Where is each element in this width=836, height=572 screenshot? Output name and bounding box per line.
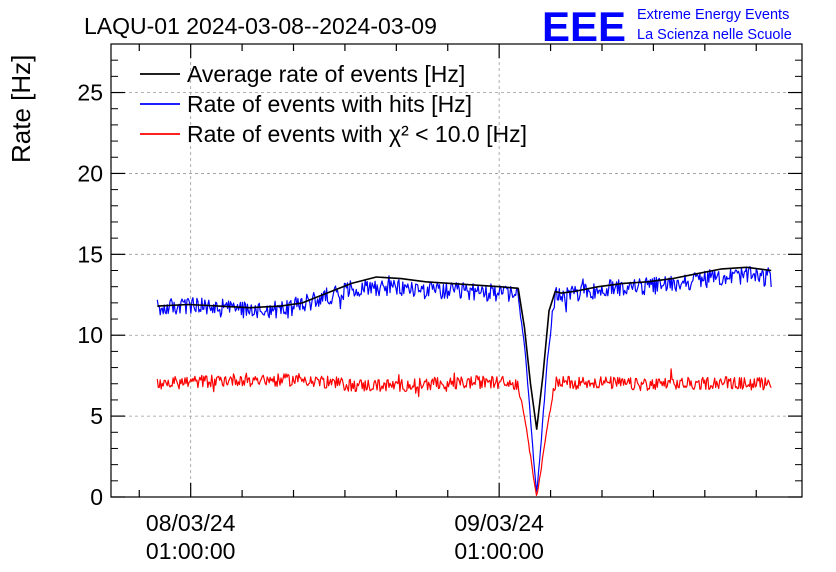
legend-label-chi2: Rate of events with χ² < 10.0 [Hz] [187,121,527,147]
legend-label-hits: Rate of events with hits [Hz] [187,91,472,117]
x-tick-date-1: 09/03/24 [454,510,544,536]
logo-line-2: La Scienza nelle Scuole [637,27,792,43]
series-line-chi2 [156,368,772,496]
y-tick-label-5: 25 [77,80,103,106]
x-tick-time-1: 01:00:00 [454,538,544,564]
grid-lines [111,44,802,497]
x-tick-date-0: 08/03/24 [146,510,236,536]
legend: Average rate of events [Hz] Rate of event… [140,61,527,147]
y-axis-label: Rate [Hz] [6,55,36,163]
eee-logo: EEE Extreme Energy Events La Scienza nel… [542,3,792,50]
series-line-avg [157,266,772,430]
legend-label-avg: Average rate of events [Hz] [187,61,465,87]
x-tick-time-0: 01:00:00 [146,538,236,564]
axes: 051015202508/03/2401:00:0009/03/2401:00:… [77,43,803,564]
y-tick-label-1: 5 [90,403,103,429]
y-tick-label-3: 15 [77,241,103,267]
y-tick-label-0: 0 [90,484,103,510]
logo-line-1: Extreme Energy Events [637,7,789,23]
logo-mark: EEE [542,3,626,50]
chart-title: LAQU-01 2024-03-08--2024-03-09 [84,13,437,39]
series-group [156,266,772,496]
y-tick-label-4: 20 [77,160,103,186]
y-tick-label-2: 10 [77,322,103,348]
